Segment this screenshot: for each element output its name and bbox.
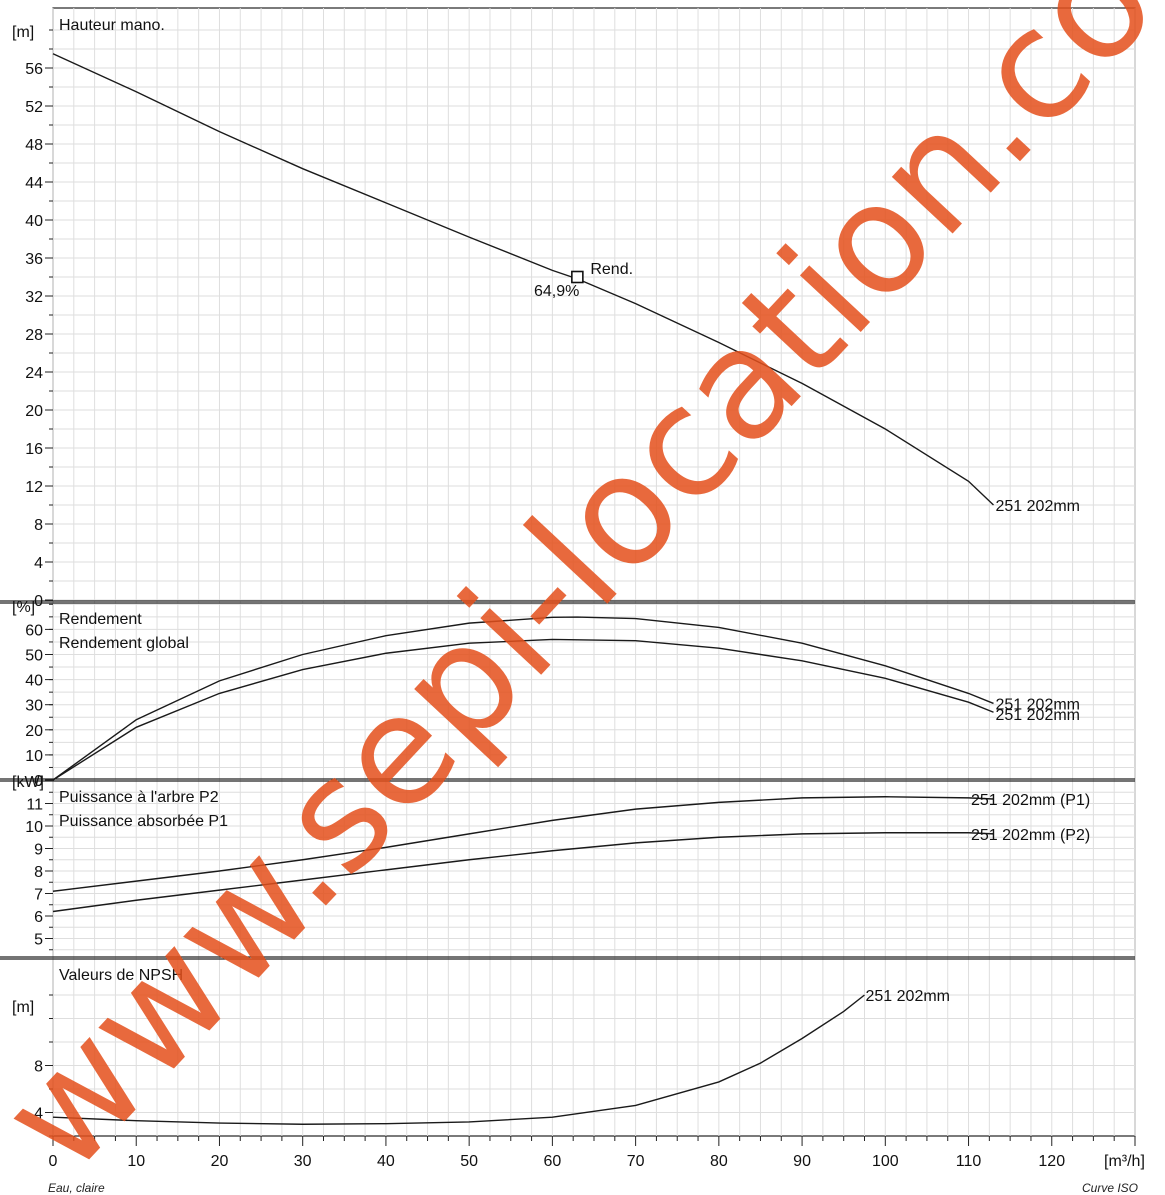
y-tick-label: 6 <box>34 909 43 926</box>
y-tick-label: 56 <box>25 61 43 78</box>
marker-label: Rend. <box>590 261 633 278</box>
x-tick-label: 50 <box>460 1153 478 1170</box>
x-tick-label: 80 <box>710 1153 728 1170</box>
series-label: 251 202mm <box>996 498 1081 515</box>
y-tick-label: 4 <box>34 1106 43 1123</box>
footer-left: Eau, claire <box>48 1181 105 1195</box>
series-label: 251 202mm <box>996 696 1081 713</box>
y-tick-label: 24 <box>25 365 43 382</box>
x-tick-label: 120 <box>1038 1153 1065 1170</box>
y-tick-label: 10 <box>25 819 43 836</box>
y-tick-label: 52 <box>25 99 43 116</box>
grid <box>0 7 1136 1146</box>
y-tick-label: 0 <box>34 773 43 790</box>
y-tick-label: 32 <box>25 289 43 306</box>
y-tick-label: 20 <box>25 723 43 740</box>
y-tick-label: 30 <box>25 698 43 715</box>
y-tick-label: 0 <box>34 593 43 610</box>
y-tick-label: 40 <box>25 673 43 690</box>
y-tick-label: 8 <box>34 864 43 881</box>
series-label: 251 202mm <box>996 707 1081 724</box>
y-tick-label: 8 <box>34 517 43 534</box>
x-tick-label: 40 <box>377 1153 395 1170</box>
efficiency-marker <box>571 270 584 284</box>
x-tick-label: 30 <box>294 1153 312 1170</box>
panel-title: Puissance à l'arbre P2 <box>59 789 219 806</box>
y-tick-label: 12 <box>25 479 43 496</box>
x-tick-label: 100 <box>872 1153 899 1170</box>
y-unit-label: [m] <box>12 24 34 41</box>
y-tick-label: 20 <box>25 403 43 420</box>
y-tick-label: 36 <box>25 251 43 268</box>
x-tick-label: 10 <box>127 1153 145 1170</box>
panel-title: Rendement <box>59 611 142 628</box>
series-line <box>52 638 994 781</box>
panel-title: Hauteur mano. <box>59 17 165 34</box>
panel-title: Puissance absorbée P1 <box>59 813 228 830</box>
y-unit-label: [kW] <box>12 774 44 791</box>
x-tick-label: 110 <box>956 1153 982 1170</box>
y-tick-label: 48 <box>25 137 43 154</box>
y-tick-label: 9 <box>34 842 43 859</box>
curves <box>52 53 994 1125</box>
series-line <box>52 832 994 913</box>
series-line <box>52 796 994 892</box>
y-tick-label: 4 <box>34 555 43 572</box>
marker-value: 64,9% <box>534 283 579 300</box>
y-tick-label: 11 <box>26 797 43 814</box>
y-unit-label: [%] <box>12 599 35 616</box>
x-tick-label: 0 <box>49 1153 58 1170</box>
y-tick-label: 60 <box>25 622 43 639</box>
panel-title: Rendement global <box>59 635 189 652</box>
series-label: 251 202mm <box>866 988 951 1005</box>
y-tick-label: 44 <box>25 175 43 192</box>
y-tick-label: 28 <box>25 327 43 344</box>
y-tick-label: 7 <box>34 887 43 904</box>
y-tick-label: 8 <box>34 1059 43 1076</box>
y-tick-label: 10 <box>25 748 43 765</box>
footer-right: Curve ISO <box>1082 1181 1138 1195</box>
series-label: 251 202mm (P2) <box>971 827 1090 844</box>
x-tick-label: 70 <box>627 1153 645 1170</box>
x-tick-label: 60 <box>543 1153 561 1170</box>
x-tick-label: 90 <box>793 1153 811 1170</box>
y-tick-label: 40 <box>25 213 43 230</box>
panel-title: Valeurs de NPSH <box>59 967 183 984</box>
x-unit-label: [m³/h] <box>1104 1153 1145 1170</box>
series-line <box>52 994 865 1125</box>
x-tick-label: 20 <box>211 1153 229 1170</box>
y-tick-label: 5 <box>34 932 43 949</box>
series-line <box>52 616 994 781</box>
y-unit-label: [m] <box>12 999 34 1016</box>
series-label: 251 202mm (P1) <box>971 792 1090 809</box>
y-tick-label: 50 <box>25 648 43 665</box>
y-tick-label: 16 <box>25 441 43 458</box>
series-line <box>52 53 994 506</box>
